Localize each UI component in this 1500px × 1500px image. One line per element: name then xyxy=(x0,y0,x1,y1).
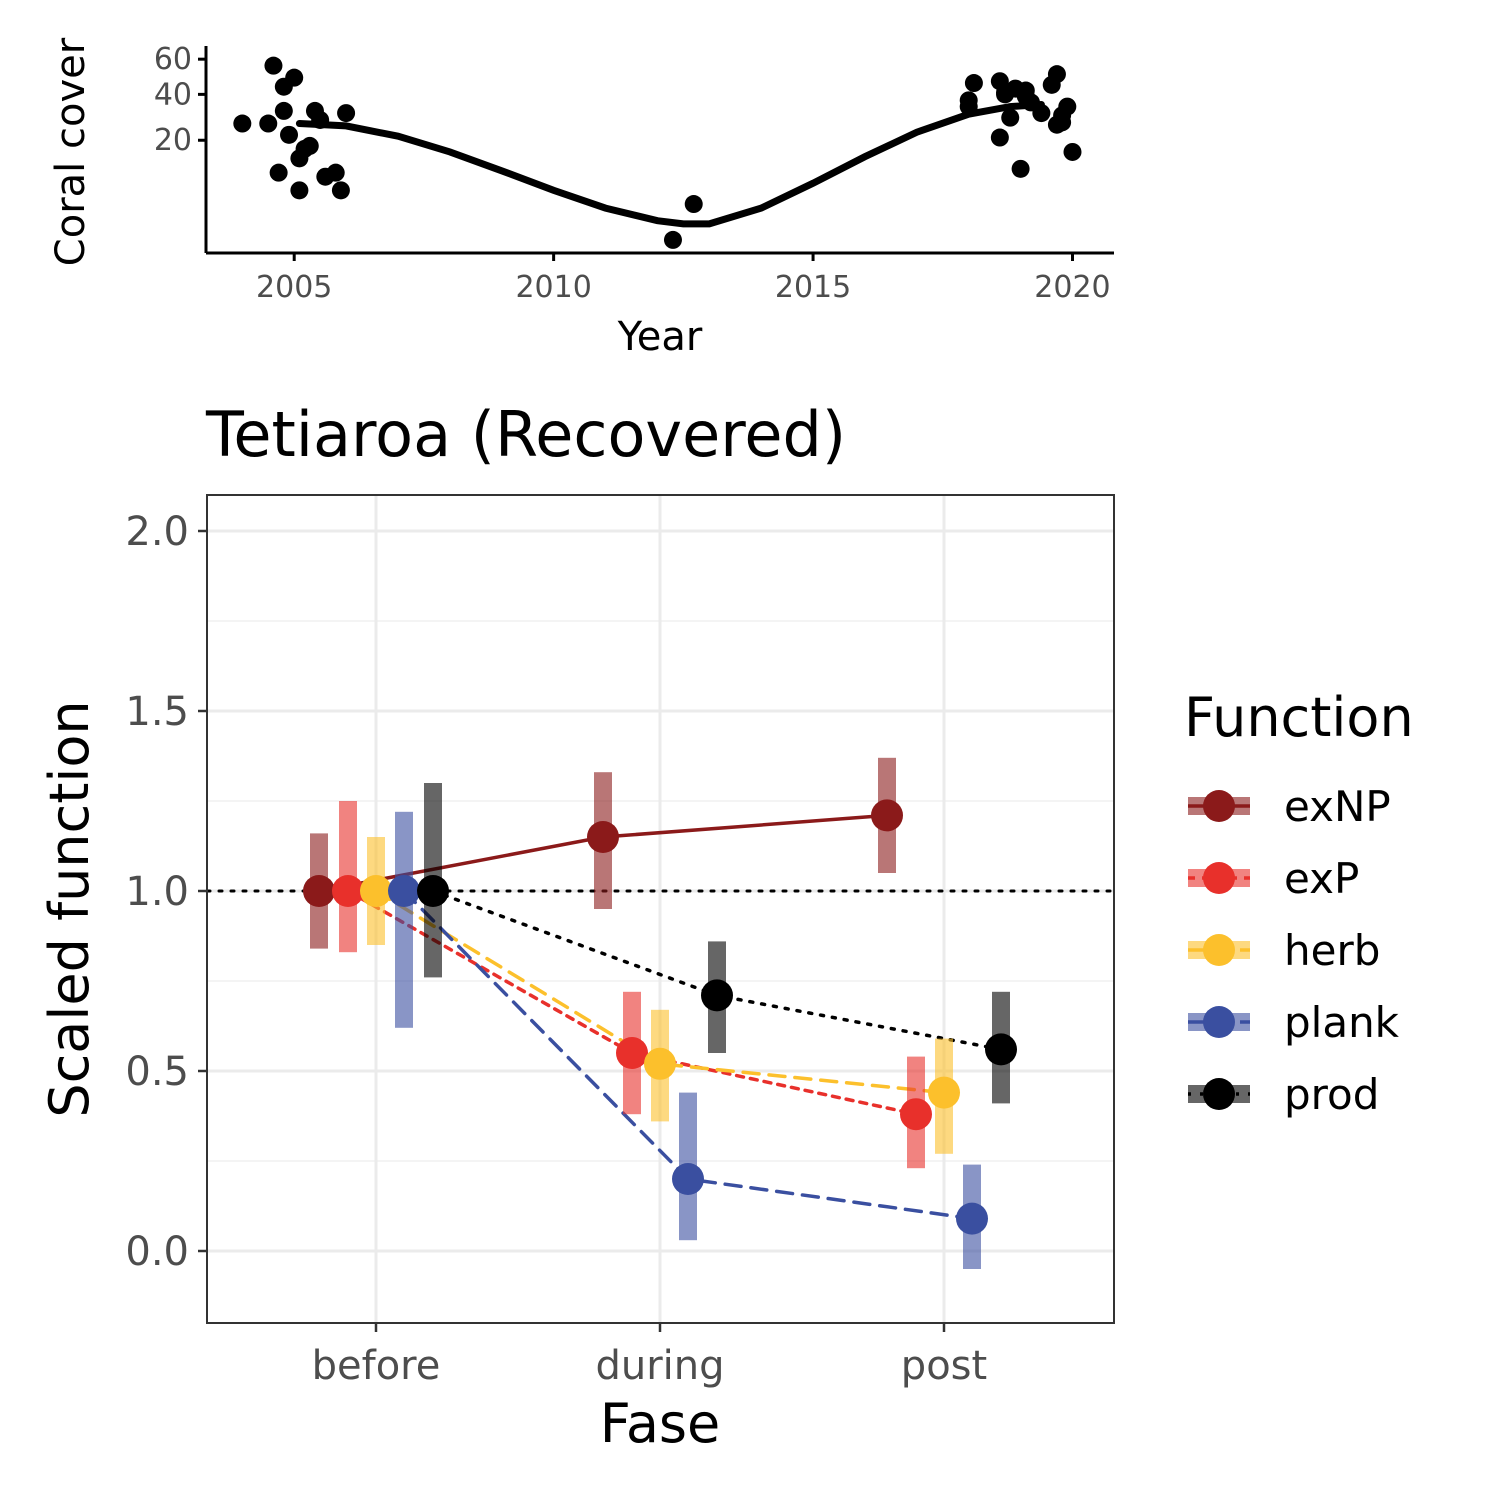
scaled-function-panel: Tetiaroa (Recovered) 0.0 0.5 1.0 1.5 2.0 bef… xyxy=(38,398,1116,1455)
point-herb xyxy=(644,1047,676,1080)
bottom-x-tick-label: during xyxy=(595,1343,724,1389)
point-exNP xyxy=(587,821,619,853)
legend-key-point xyxy=(1203,1006,1235,1038)
coral-cover-point xyxy=(233,114,252,133)
coral-cover-point xyxy=(1001,108,1020,127)
chart-title: Tetiaroa (Recovered) xyxy=(205,398,846,471)
point-herb xyxy=(360,875,392,907)
point-exP xyxy=(900,1098,932,1131)
coral-cover-point xyxy=(331,181,350,200)
top-y-axis-title: Coral cover xyxy=(48,37,94,266)
coral-cover-point xyxy=(269,163,288,182)
coral-cover-point xyxy=(290,181,309,200)
point-plank xyxy=(388,875,420,907)
series-line-herb xyxy=(374,889,946,1095)
bottom-x-ticks: before during post xyxy=(312,1323,987,1389)
coral-cover-point xyxy=(264,56,283,75)
legend-items: exNP exP herb plank prod xyxy=(1188,782,1400,1119)
point-prod xyxy=(985,1033,1017,1066)
coral-cover-point xyxy=(1047,65,1066,84)
coral-cover-point xyxy=(280,125,299,144)
coral-cover-point xyxy=(990,128,1009,147)
bottom-y-tick-label: 2.0 xyxy=(125,509,189,555)
bottom-x-tick-label: post xyxy=(901,1343,987,1389)
legend-item-exP: exP xyxy=(1188,854,1359,903)
legend-item-plank: plank xyxy=(1188,998,1400,1047)
top-x-ticks: 2005 2010 2015 2020 xyxy=(256,253,1111,305)
bottom-y-ticks: 0.0 0.5 1.0 1.5 2.0 xyxy=(125,509,207,1275)
legend-key-point xyxy=(1203,790,1235,822)
point-prod xyxy=(417,875,449,907)
coral-cover-point xyxy=(274,77,293,96)
point-prod xyxy=(701,979,733,1012)
top-x-tick-label: 2015 xyxy=(775,270,851,305)
coral-cover-point xyxy=(259,114,278,133)
bottom-y-axis-title: Scaled function xyxy=(38,700,101,1117)
coral-cover-point xyxy=(663,230,682,249)
coral-cover-point xyxy=(274,101,293,120)
coral-cover-point xyxy=(337,104,356,123)
legend-title: Function xyxy=(1184,686,1414,749)
coral-cover-point xyxy=(684,195,703,214)
point-plank xyxy=(956,1202,988,1235)
legend: Function exNP exP herb plank prod xyxy=(1184,686,1414,1119)
coral-cover-point xyxy=(1011,159,1030,178)
legend-item-prod: prod xyxy=(1188,1070,1379,1119)
top-x-tick-label: 2005 xyxy=(256,270,332,305)
bottom-x-axis-title: Fase xyxy=(600,1392,721,1455)
legend-label: plank xyxy=(1284,998,1400,1047)
coral-cover-point xyxy=(1063,142,1082,161)
coral-cover-point xyxy=(1032,104,1051,123)
legend-key-point xyxy=(1203,934,1235,966)
coral-cover-point xyxy=(1047,115,1066,134)
top-x-tick-label: 2020 xyxy=(1034,270,1110,305)
top-y-tick-label: 20 xyxy=(154,123,192,158)
point-exP xyxy=(332,875,364,907)
top-y-tick-label: 60 xyxy=(154,42,192,77)
bottom-y-tick-label: 1.0 xyxy=(125,869,189,915)
point-herb xyxy=(928,1076,960,1109)
legend-key-point xyxy=(1203,1078,1235,1110)
bottom-y-tick-label: 0.5 xyxy=(125,1049,189,1095)
coral-cover-point xyxy=(1058,97,1077,116)
coral-cover-point xyxy=(300,136,319,155)
coral-cover-point xyxy=(1016,81,1035,100)
legend-key-point xyxy=(1203,862,1235,894)
bottom-y-tick-label: 0.0 xyxy=(125,1229,189,1275)
point-plank xyxy=(672,1163,704,1195)
coral-cover-point xyxy=(964,74,983,93)
coral-cover-point xyxy=(305,101,324,120)
bottom-x-tick-label: before xyxy=(312,1343,441,1389)
series-layer xyxy=(303,757,1017,1269)
top-y-tick-label: 40 xyxy=(154,77,192,112)
bottom-y-tick-label: 1.5 xyxy=(125,689,189,735)
point-exNP xyxy=(303,875,335,907)
legend-item-herb: herb xyxy=(1188,926,1380,975)
legend-label: exNP xyxy=(1284,782,1391,831)
point-exNP xyxy=(871,799,903,832)
legend-label: exP xyxy=(1284,854,1359,903)
coral-cover-point xyxy=(326,163,345,182)
legend-label: prod xyxy=(1284,1070,1379,1119)
top-x-tick-label: 2010 xyxy=(515,270,591,305)
point-exP xyxy=(616,1037,648,1069)
coral-cover-trend-line xyxy=(295,101,1045,228)
error-bar-plank xyxy=(395,811,413,1028)
coral-cover-point xyxy=(996,83,1015,102)
legend-label: herb xyxy=(1284,926,1380,975)
top-x-axis-title: Year xyxy=(617,314,703,360)
legend-item-exNP: exNP xyxy=(1188,782,1391,831)
